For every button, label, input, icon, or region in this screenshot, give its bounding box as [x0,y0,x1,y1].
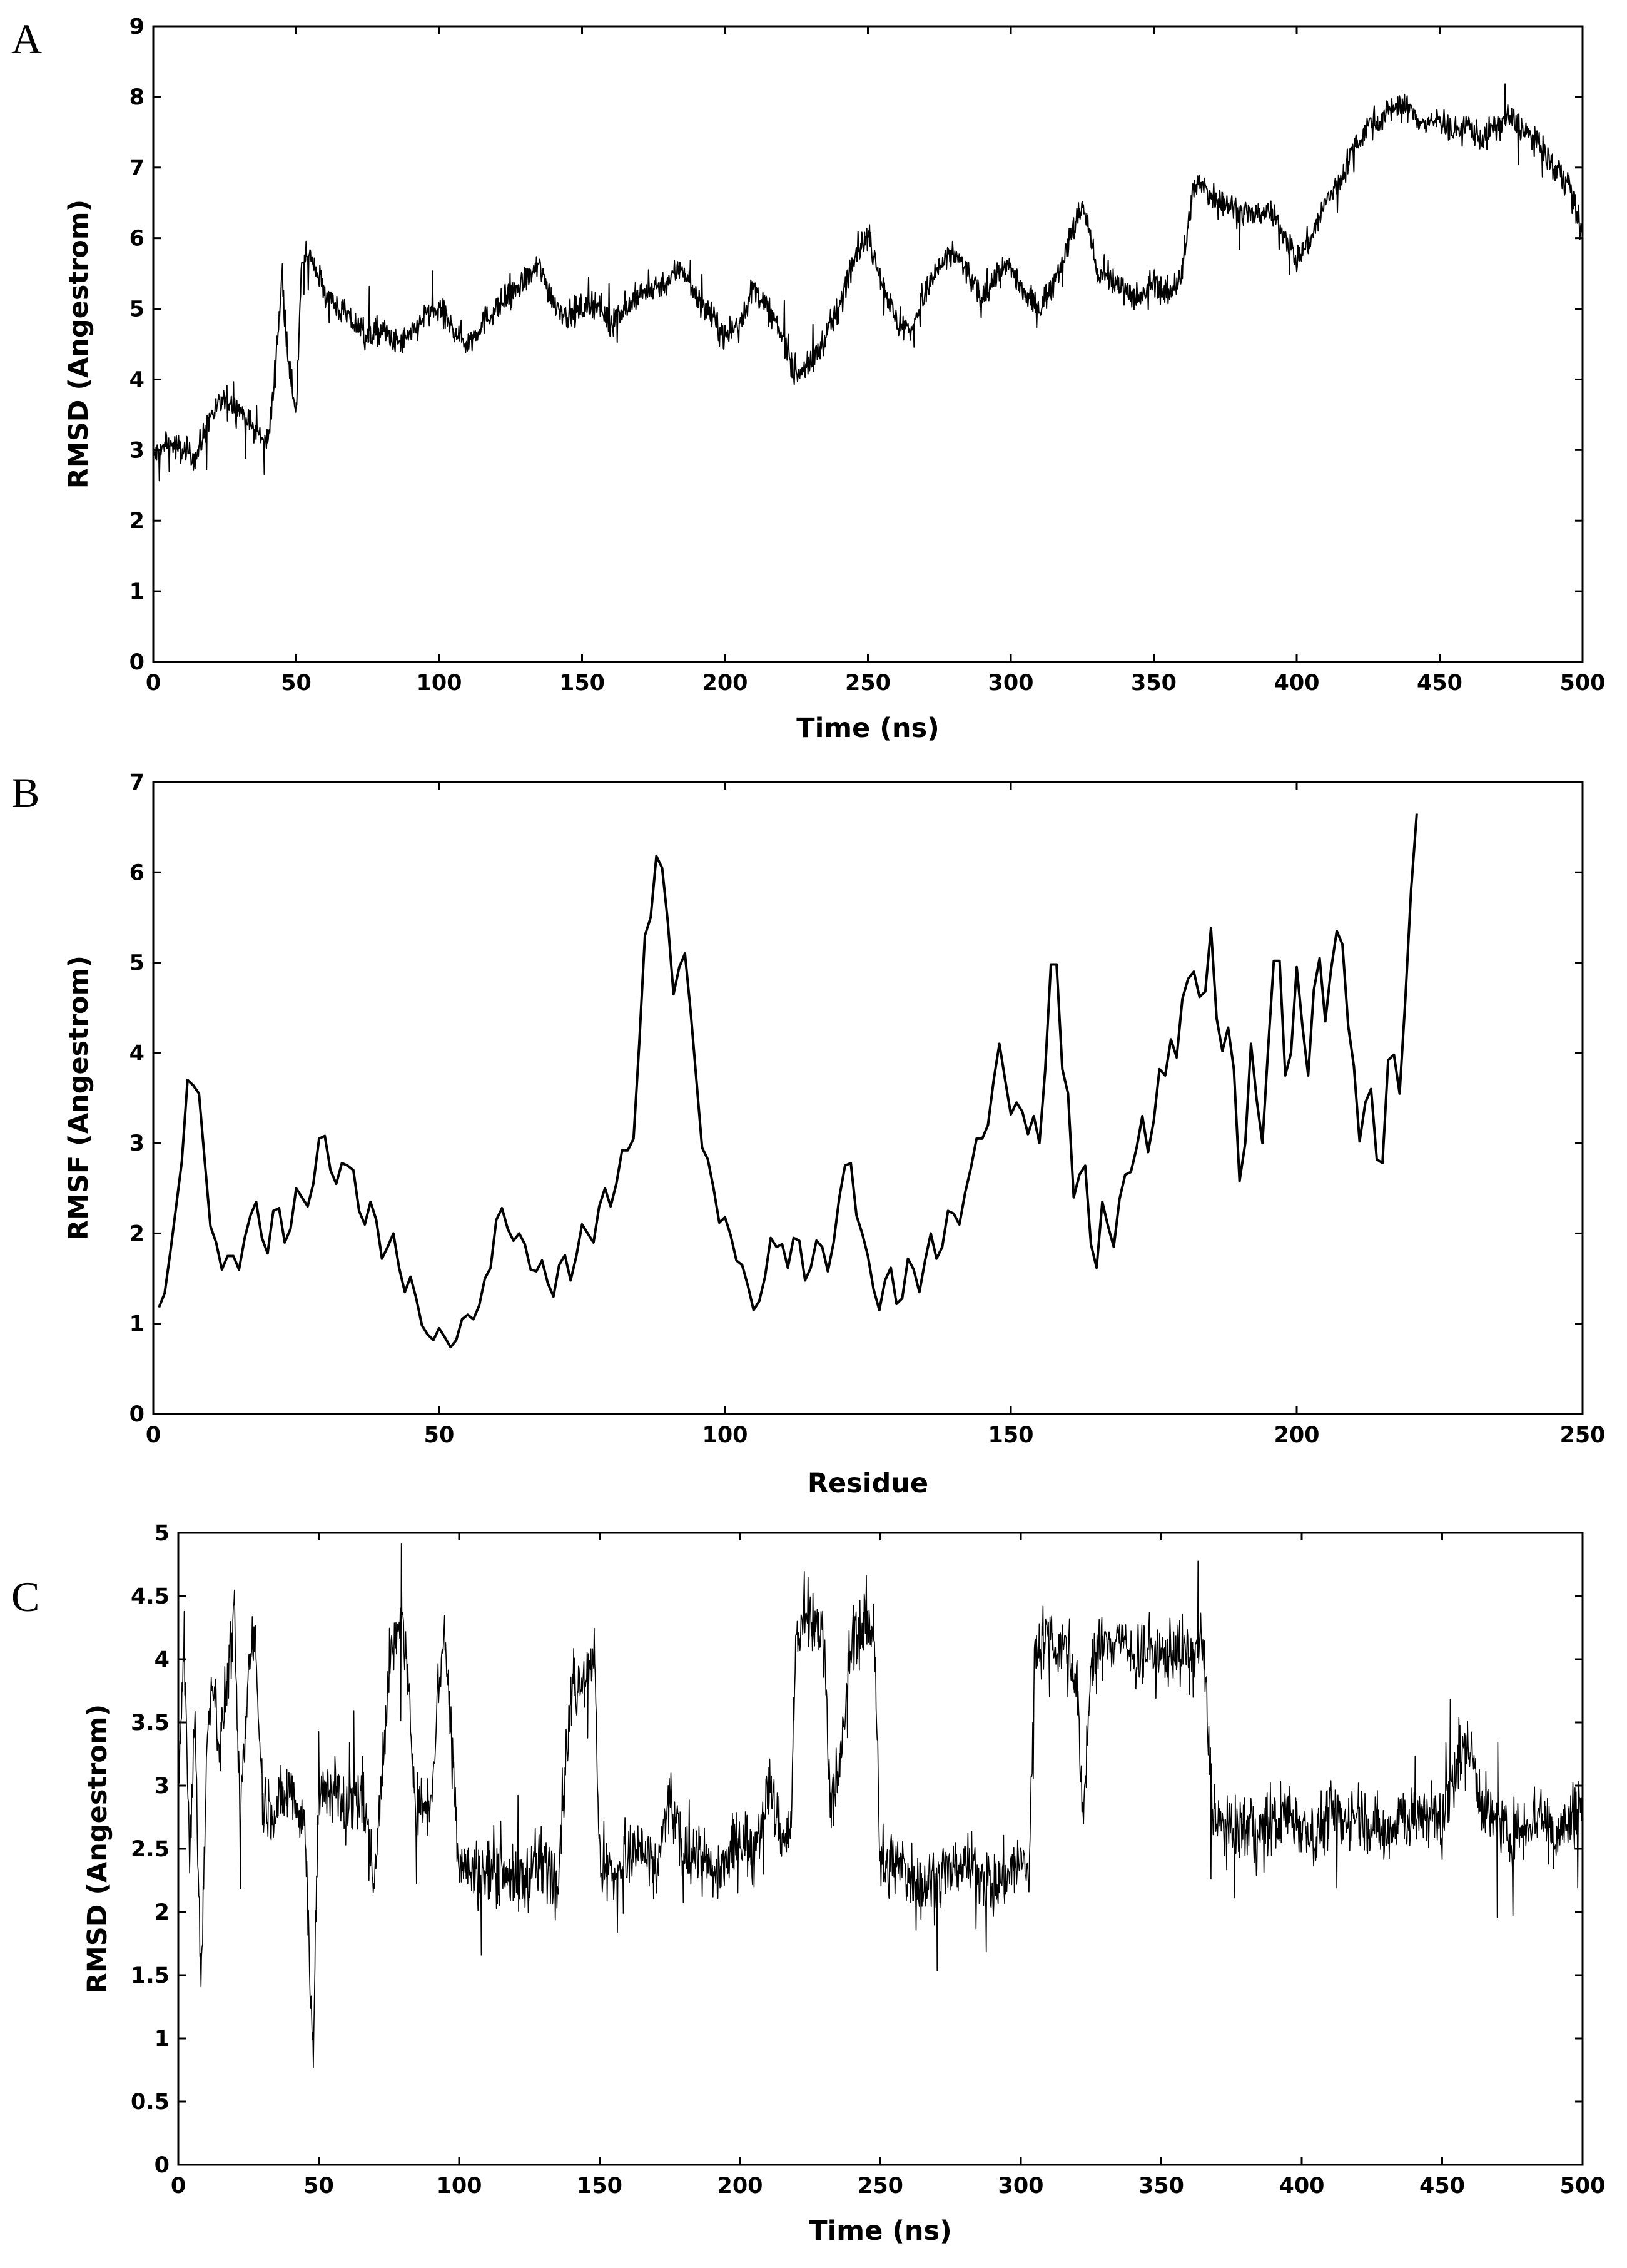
series-layer [153,83,1583,482]
y-tick-label: 0 [155,2153,170,2178]
y-tick-label: 4 [129,367,144,392]
x-tick-label: 150 [577,2174,622,2199]
series-line [178,1543,1583,2068]
ticks-layer: 0 50 100 150 200 250 0 1 2 3 4 5 6 7 [129,770,1606,1448]
y-tick-label: 4 [129,1041,144,1066]
x-tick-label: 450 [1419,2174,1465,2199]
x-tick-label: 50 [281,671,312,696]
x-tick-label: 250 [858,2174,903,2199]
ticks-layer: 0 50 100 150 200 250 300 350 400 450 500 0 0.5 1 1.5 2 2… [131,1521,1606,2199]
x-axis-label: Time (ns) [809,2215,952,2247]
panel-letter: A [11,15,42,63]
y-tick-label: 8 [129,85,144,110]
x-tick-label: 250 [1559,1423,1605,1448]
x-tick-label: 200 [1274,1423,1319,1448]
x-tick-label: 100 [436,2174,482,2199]
x-tick-label: 400 [1274,671,1319,696]
y-tick-label: 7 [129,770,144,795]
y-tick-label: 3.5 [131,1711,170,1736]
ticks-layer: 0 50 100 150 200 250 300 350 400 450 500 0 1 2 3 4 5 6 7 8 9 [129,14,1606,696]
x-tick-label: 200 [717,2174,763,2199]
y-tick-label: 5 [155,1521,170,1546]
x-tick-label: 400 [1279,2174,1324,2199]
y-tick-label: 5 [129,297,144,322]
y-tick-label: 1 [129,1312,144,1337]
y-tick-label: 7 [129,156,144,181]
panel-letter: B [11,769,39,816]
y-tick-label: 0.5 [131,2090,170,2115]
x-tick-label: 500 [1559,671,1605,696]
series-line [153,83,1583,482]
series-line [158,813,1418,1349]
plot-frame [177,1532,1584,2166]
x-tick-label: 50 [303,2174,334,2199]
panel-c: C 0 50 100 150 200 250 300 350 400 450 500 0 0.5 1 1.5… [11,1521,1606,2247]
x-tick-label: 150 [988,1423,1033,1448]
y-axis-label: RMSF (Angestrom) [63,955,94,1241]
panel-b: B 0 50 100 150 200 250 0 1 2 3 4 5 6 7 Residue RMSF (… [11,769,1606,1499]
x-tick-label: 450 [1417,671,1462,696]
y-tick-label: 1 [155,2026,170,2052]
y-axis-label: RMSD (Angestrom) [63,200,94,489]
x-tick-label: 50 [424,1423,455,1448]
x-tick-label: 350 [1131,671,1177,696]
y-tick-label: 2 [129,1221,144,1246]
y-tick-label: 6 [129,860,144,885]
series-layer [178,1543,1583,2068]
y-tick-label: 0 [129,1402,144,1427]
x-tick-label: 100 [702,1423,748,1448]
x-tick-label: 500 [1559,2174,1605,2199]
x-tick-label: 100 [416,671,462,696]
x-tick-label: 300 [988,671,1033,696]
x-axis-label: Residue [808,1468,928,1499]
x-tick-label: 250 [845,671,891,696]
y-tick-label: 4.5 [131,1584,170,1609]
y-tick-label: 3 [129,1131,144,1156]
x-tick-label: 150 [559,671,605,696]
panel-letter: C [11,1573,39,1620]
x-tick-label: 350 [1138,2174,1184,2199]
y-tick-label: 2 [155,1900,170,1925]
y-tick-label: 2 [129,509,144,534]
x-tick-label: 300 [998,2174,1043,2199]
y-tick-label: 3 [155,1774,170,1799]
panel-a: A 0 50 100 150 200 250 300 350 400 450 500 0 1 2 3 4 5 6 7… [11,14,1606,744]
y-tick-label: 0 [129,650,144,675]
y-tick-label: 4 [155,1647,170,1672]
series-layer [158,813,1418,1349]
y-tick-label: 9 [129,14,144,39]
x-tick-label: 0 [146,1423,161,1448]
x-axis-label: Time (ns) [796,713,940,744]
x-tick-label: 200 [702,671,748,696]
plot-frame [152,781,1584,1415]
y-tick-label: 5 [129,951,144,976]
y-tick-label: 6 [129,226,144,252]
y-tick-label: 2.5 [131,1837,170,1862]
plot-frame [152,25,1584,663]
y-tick-label: 3 [129,438,144,463]
y-axis-label: RMSD (Angestrom) [82,1704,113,1993]
x-tick-label: 0 [171,2174,186,2199]
y-tick-label: 1 [129,579,144,604]
x-tick-label: 0 [146,671,161,696]
y-tick-label: 1.5 [131,1963,170,1988]
